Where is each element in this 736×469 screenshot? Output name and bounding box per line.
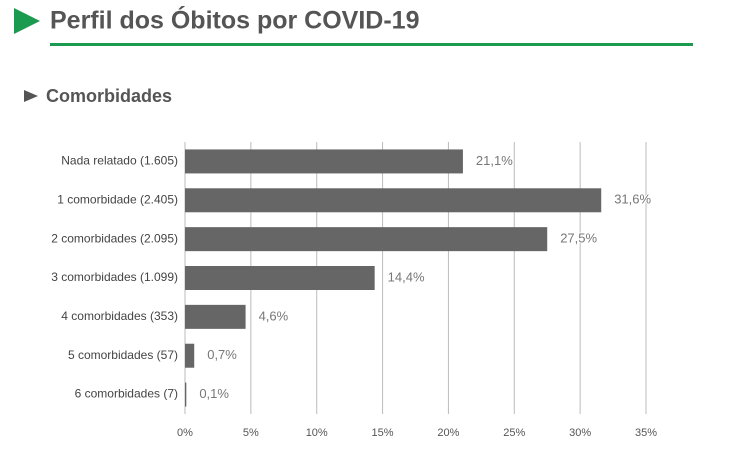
x-tick-label: 20%: [437, 427, 459, 439]
bar: [185, 382, 187, 407]
y-tick-label: 4 comorbidades (353): [61, 309, 178, 323]
y-tick-label: 5 comorbidades (57): [68, 348, 178, 362]
x-tick-label: 25%: [503, 427, 525, 439]
bar: [185, 304, 246, 329]
value-label: 27,5%: [560, 231, 597, 246]
x-tick-label: 10%: [306, 427, 328, 439]
bar: [185, 149, 463, 174]
value-label: 14,4%: [388, 269, 425, 284]
y-tick-label: Nada relatado (1.605): [61, 154, 178, 168]
x-tick-label: 15%: [372, 427, 394, 439]
y-tick-label: 6 comorbidades (7): [75, 387, 178, 401]
header-icon: [14, 8, 40, 34]
x-tick-label: 5%: [243, 427, 259, 439]
page-title: Perfil dos Óbitos por COVID-19: [50, 5, 420, 35]
title-underline: [50, 43, 693, 46]
bar: [185, 343, 195, 368]
bar: [185, 266, 375, 290]
x-tick-label: 35%: [635, 427, 657, 439]
y-tick-label: 2 comorbidades (2.095): [51, 231, 178, 245]
value-label: 4,6%: [259, 308, 289, 323]
value-label: 0,1%: [199, 386, 229, 401]
x-tick-label: 0%: [177, 427, 193, 439]
value-label: 31,6%: [614, 192, 651, 207]
x-tick-label: 30%: [569, 427, 591, 439]
value-label: 0,7%: [207, 347, 237, 362]
value-label: 21,1%: [476, 153, 513, 168]
y-tick-label: 3 comorbidades (1.099): [51, 270, 178, 284]
y-tick-label: 1 comorbidade (2.405): [57, 192, 178, 206]
section-icon: [24, 90, 38, 102]
chart-title: Comorbidades: [46, 86, 172, 106]
bar: [185, 227, 548, 252]
bar: [185, 188, 602, 213]
